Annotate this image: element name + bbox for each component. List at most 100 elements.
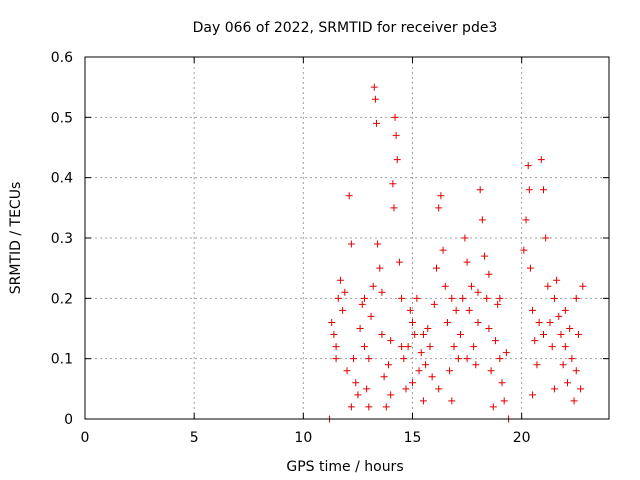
data-point xyxy=(561,306,569,314)
data-point xyxy=(419,397,427,405)
data-point xyxy=(413,294,421,302)
data-points xyxy=(326,83,587,423)
data-point xyxy=(345,192,353,200)
data-point xyxy=(524,162,532,170)
data-point xyxy=(448,294,456,302)
data-point xyxy=(398,294,406,302)
data-point xyxy=(428,373,436,381)
data-point xyxy=(555,312,563,320)
data-point xyxy=(463,355,471,363)
data-point xyxy=(485,325,493,332)
data-point xyxy=(422,361,430,369)
data-point xyxy=(502,349,510,357)
data-point xyxy=(494,300,502,308)
x-tick-label: 20 xyxy=(513,430,531,446)
y-tick-label: 0.1 xyxy=(51,352,73,368)
data-point xyxy=(572,367,580,375)
data-point xyxy=(559,361,567,369)
data-point xyxy=(540,186,547,194)
data-point xyxy=(380,373,388,381)
data-point xyxy=(352,379,360,387)
data-point xyxy=(500,397,508,405)
data-point xyxy=(393,156,401,164)
data-point xyxy=(391,113,399,121)
y-tick-label: 0.4 xyxy=(51,171,73,187)
data-point xyxy=(354,391,362,399)
data-point xyxy=(476,186,484,194)
data-point xyxy=(454,355,462,363)
y-axis-ticks: 0 0.1 0.2 0.3 0.4 0.5 0.6 xyxy=(51,50,609,428)
data-point xyxy=(400,355,408,363)
data-point xyxy=(371,95,379,103)
x-axis-ticks: 0 5 10 15 20 xyxy=(81,57,531,446)
data-point xyxy=(330,331,338,339)
y-tick-label: 0.5 xyxy=(51,110,73,126)
data-point xyxy=(566,325,574,332)
data-point xyxy=(579,282,587,290)
data-point xyxy=(374,240,382,248)
data-point xyxy=(430,300,438,308)
data-point xyxy=(529,306,537,314)
data-point xyxy=(343,367,351,375)
data-point xyxy=(426,343,434,351)
data-point xyxy=(529,391,537,399)
data-point xyxy=(369,282,377,290)
data-point xyxy=(452,306,460,314)
data-point xyxy=(360,343,368,351)
data-point xyxy=(550,385,558,393)
data-point xyxy=(522,216,530,224)
data-point xyxy=(409,379,416,387)
data-point xyxy=(485,270,493,278)
data-point xyxy=(489,403,497,411)
data-point xyxy=(577,385,585,393)
data-point xyxy=(392,131,400,139)
grid-lines xyxy=(85,57,609,419)
data-point xyxy=(328,318,336,326)
data-point xyxy=(372,119,380,127)
data-point xyxy=(404,343,412,351)
data-point xyxy=(481,252,489,260)
data-point xyxy=(339,306,347,314)
data-point xyxy=(483,294,491,302)
data-point xyxy=(387,391,395,399)
data-point xyxy=(540,331,547,339)
data-point xyxy=(365,403,373,411)
data-point xyxy=(472,361,480,369)
data-point xyxy=(474,318,482,326)
data-point xyxy=(334,294,342,302)
data-point xyxy=(387,337,395,345)
y-tick-label: 0.2 xyxy=(51,291,73,307)
data-point xyxy=(417,349,425,357)
data-point xyxy=(443,318,451,326)
data-point xyxy=(531,337,539,345)
data-point xyxy=(463,258,471,266)
data-point xyxy=(378,331,386,339)
data-point xyxy=(402,385,410,393)
data-point xyxy=(332,343,340,351)
x-axis-title: GPS time / hours xyxy=(286,459,403,475)
data-point xyxy=(382,403,390,411)
data-point xyxy=(550,294,558,302)
data-point xyxy=(491,337,499,345)
data-point xyxy=(572,294,580,302)
data-point xyxy=(553,276,561,284)
data-point xyxy=(478,216,486,224)
data-point xyxy=(409,318,416,326)
data-point xyxy=(542,234,550,242)
data-point xyxy=(435,385,443,393)
data-point xyxy=(435,204,443,212)
data-point xyxy=(498,379,506,387)
data-point xyxy=(474,288,482,296)
y-tick-label: 0.3 xyxy=(51,231,73,247)
x-tick-label: 0 xyxy=(81,430,90,446)
chart-title: Day 066 of 2022, SRMTID for receiver pde… xyxy=(193,20,498,36)
data-point xyxy=(389,180,397,188)
data-point xyxy=(365,355,373,363)
data-point xyxy=(448,397,456,405)
x-tick-label: 5 xyxy=(190,430,199,446)
data-point xyxy=(406,306,414,314)
y-tick-label: 0.6 xyxy=(51,50,73,66)
data-point xyxy=(395,258,403,266)
data-point xyxy=(356,325,364,332)
data-point xyxy=(526,264,534,272)
